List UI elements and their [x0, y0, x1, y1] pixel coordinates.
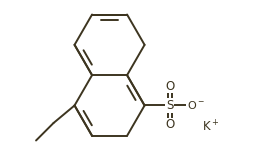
Text: O: O — [165, 118, 174, 131]
Text: O$^-$: O$^-$ — [187, 100, 205, 111]
Text: S: S — [166, 99, 174, 112]
Text: O: O — [165, 80, 174, 93]
Text: K$^+$: K$^+$ — [202, 119, 219, 134]
